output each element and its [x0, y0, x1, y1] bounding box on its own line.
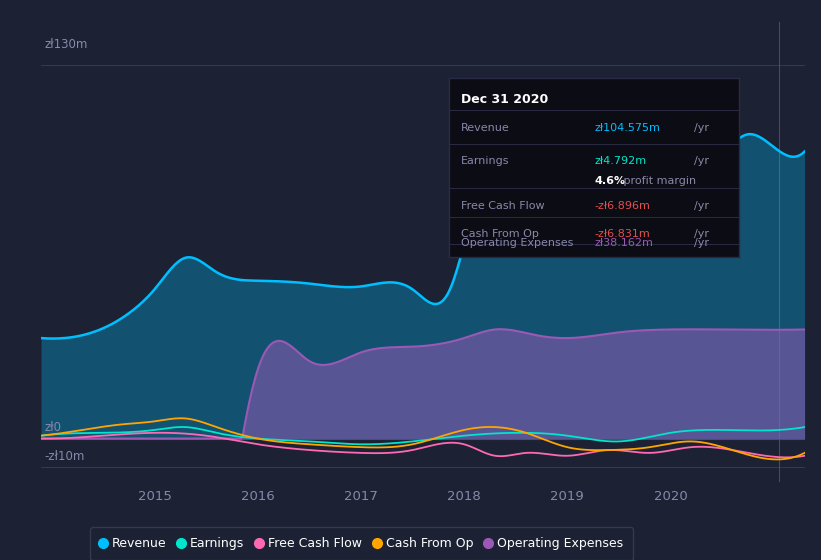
Text: -zł6.831m: -zł6.831m — [594, 229, 650, 239]
Text: Cash From Op: Cash From Op — [461, 229, 539, 239]
Text: /yr: /yr — [694, 200, 709, 211]
Text: -zł10m: -zł10m — [45, 450, 85, 463]
Text: zł104.575m: zł104.575m — [594, 123, 660, 133]
Text: zł4.792m: zł4.792m — [594, 156, 646, 166]
Text: /yr: /yr — [694, 156, 709, 166]
Text: zł130m: zł130m — [45, 39, 88, 52]
Legend: Revenue, Earnings, Free Cash Flow, Cash From Op, Operating Expenses: Revenue, Earnings, Free Cash Flow, Cash … — [90, 528, 633, 560]
Text: Revenue: Revenue — [461, 123, 510, 133]
Text: -zł6.896m: -zł6.896m — [594, 200, 650, 211]
Text: Free Cash Flow: Free Cash Flow — [461, 200, 544, 211]
Text: zł0: zł0 — [45, 421, 62, 434]
Text: profit margin: profit margin — [620, 175, 696, 185]
Text: 4.6%: 4.6% — [594, 175, 626, 185]
Text: Dec 31 2020: Dec 31 2020 — [461, 93, 548, 106]
Text: Earnings: Earnings — [461, 156, 510, 166]
Text: /yr: /yr — [694, 229, 709, 239]
Text: Operating Expenses: Operating Expenses — [461, 238, 573, 248]
Text: /yr: /yr — [694, 238, 709, 248]
Text: zł38.162m: zł38.162m — [594, 238, 653, 248]
Text: /yr: /yr — [694, 123, 709, 133]
